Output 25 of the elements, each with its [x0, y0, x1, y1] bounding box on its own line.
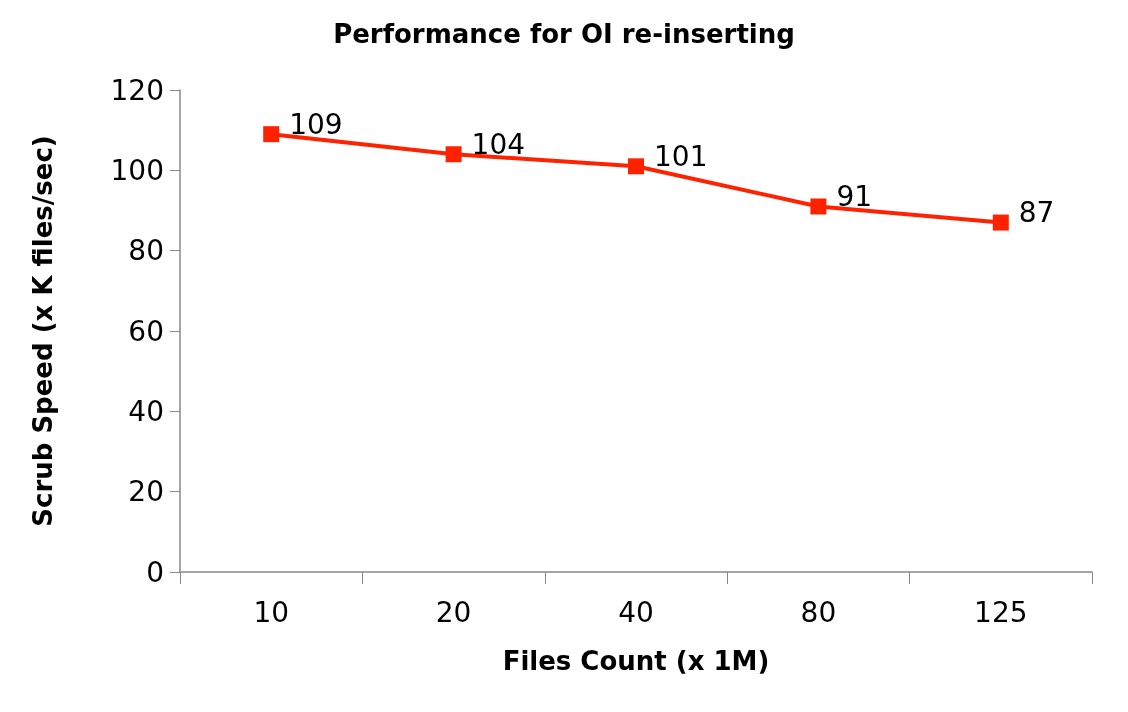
x-tick-label: 125 [974, 595, 1028, 629]
point [992, 214, 1009, 231]
y-tick-label: 80 [128, 234, 164, 268]
data-label: 101 [654, 139, 708, 173]
y-tick-label: 0 [146, 555, 164, 589]
point [628, 158, 644, 175]
y-axis-title: Scrub Speed (x K files/sec) [28, 135, 58, 527]
point [263, 126, 280, 143]
y-tick-label: 100 [110, 153, 164, 187]
point [445, 146, 462, 163]
data-label: 91 [836, 179, 873, 213]
data-label: 87 [1018, 196, 1055, 230]
y-tick-label: 40 [128, 394, 164, 428]
data-label: 104 [471, 127, 526, 161]
y-tick-label: 60 [128, 314, 164, 348]
x-tick-label: 10 [253, 595, 290, 629]
x-tick-label: 20 [435, 595, 472, 629]
data-label: 109 [289, 107, 343, 141]
chart-title: Performance for OI re-inserting [333, 19, 795, 49]
y-tick-label: 20 [128, 475, 164, 509]
y-tick-label: 120 [110, 73, 164, 107]
x-tick-label: 40 [618, 595, 654, 629]
x-axis-title: Files Count (x 1M) [502, 646, 770, 676]
x-tick-label: 80 [800, 595, 837, 629]
point [810, 198, 827, 215]
